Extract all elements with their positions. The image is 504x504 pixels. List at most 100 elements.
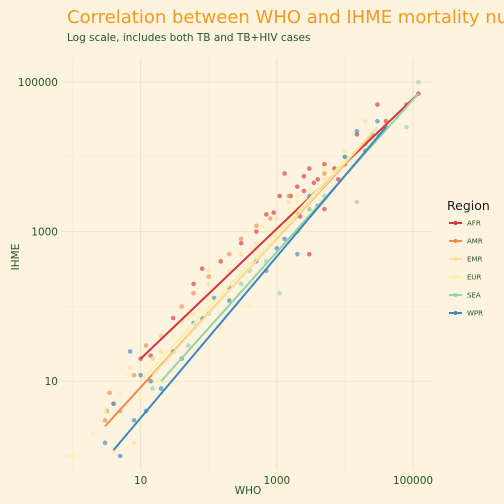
legend-key-point-sea <box>453 293 458 297</box>
legend-label-sea: SEA <box>467 292 481 300</box>
data-point-afr <box>191 281 196 287</box>
data-point-wpr <box>127 349 133 354</box>
data-point-amr <box>143 343 149 348</box>
legend-title: Region <box>447 198 490 213</box>
data-point-eur <box>307 188 312 194</box>
data-point-wpr <box>375 118 380 124</box>
data-point-emr <box>238 251 244 257</box>
legend-label-eur: EUR <box>467 274 482 282</box>
data-point-sea <box>185 343 191 348</box>
data-point-afr <box>301 173 307 179</box>
data-point-afr <box>322 161 327 167</box>
data-point-amr <box>206 274 212 279</box>
data-point-afr <box>282 171 287 176</box>
data-point-wpr <box>158 386 164 391</box>
data-point-eur <box>150 356 155 362</box>
data-point-amr <box>238 236 244 242</box>
data-point-afr <box>307 166 312 171</box>
data-point-wpr <box>295 251 300 257</box>
y-tick-label: 10 <box>45 376 58 388</box>
data-point-sea <box>150 386 155 391</box>
data-point-wpr <box>131 418 137 423</box>
data-point-eur <box>70 453 75 459</box>
data-point-wpr <box>282 236 287 242</box>
data-point-wpr <box>226 298 232 303</box>
data-point-eur <box>263 229 269 234</box>
data-point-eur <box>206 298 212 303</box>
data-point-afr <box>375 102 380 107</box>
data-point-eur <box>295 199 300 205</box>
data-point-eur <box>117 365 123 371</box>
data-point-wpr <box>138 373 143 378</box>
data-point-emr <box>206 281 212 287</box>
data-point-amr <box>286 193 292 199</box>
legend: Region AFR AMR EMR EUR SEA WPR <box>447 198 490 318</box>
data-point-emr <box>286 199 292 205</box>
data-point-emr <box>127 365 133 371</box>
data-point-amr <box>191 290 196 296</box>
data-point-wpr <box>102 440 108 446</box>
y-tick-label: 100000 <box>18 77 58 89</box>
data-point-amr <box>267 216 273 221</box>
fit-line-emr <box>151 126 379 376</box>
x-tick-label: 1000 <box>263 475 290 487</box>
data-point-eur <box>90 431 96 436</box>
data-point-emr <box>295 193 300 199</box>
legend-key-point-emr <box>453 257 458 261</box>
data-point-amr <box>254 223 259 229</box>
y-axis-title: IHME <box>10 244 22 271</box>
legend-key-point-wpr <box>453 311 458 315</box>
data-points <box>70 79 421 459</box>
data-point-amr <box>179 304 184 309</box>
data-point-wpr <box>148 378 153 384</box>
data-point-eur <box>117 390 123 396</box>
data-point-eur <box>218 326 224 332</box>
data-point-afr <box>170 315 176 321</box>
data-point-afr <box>218 259 224 264</box>
chart-subtitle: Log scale, includes both TB and TB+HIV c… <box>67 32 310 44</box>
x-tick-label: 10 <box>134 475 147 487</box>
data-point-amr <box>322 171 327 176</box>
data-point-afr <box>311 180 317 186</box>
fit-line-eur <box>139 159 346 382</box>
data-point-eur <box>195 307 201 313</box>
fit-line-sea <box>160 93 420 382</box>
tick-labels: 10 1000 100000 10 1000 100000 <box>18 77 433 487</box>
data-point-eur <box>102 408 108 414</box>
x-tick-label: 100000 <box>393 475 433 487</box>
data-point-amr <box>102 418 108 423</box>
data-point-emr <box>206 268 212 274</box>
data-point-afr <box>307 251 312 257</box>
data-point-afr <box>315 177 321 182</box>
data-point-afr <box>271 210 277 215</box>
data-point-afr <box>301 188 307 194</box>
data-point-amr <box>226 251 232 257</box>
data-point-amr <box>131 373 137 378</box>
data-point-afr <box>254 229 259 234</box>
data-point-sea <box>404 124 409 130</box>
legend-label-amr: AMR <box>467 238 483 246</box>
data-point-emr <box>274 216 280 221</box>
legend-key-point-eur <box>453 275 458 279</box>
data-point-eur <box>322 166 327 171</box>
data-point-afr <box>199 266 205 271</box>
legend-label-wpr: WPR <box>467 310 483 318</box>
data-point-sea <box>354 199 360 205</box>
chart-title: Correlation between WHO and IHME mortali… <box>67 7 504 28</box>
data-point-eur <box>170 333 176 339</box>
data-point-afr <box>277 193 282 199</box>
fit-line-afr <box>139 92 420 360</box>
data-point-wpr <box>117 453 123 459</box>
data-point-emr <box>158 349 164 354</box>
data-point-eur <box>185 315 191 321</box>
data-point-afr <box>322 206 327 212</box>
data-point-emr <box>131 440 137 446</box>
data-point-emr <box>254 240 259 246</box>
data-point-afr <box>295 184 300 189</box>
legend-label-emr: EMR <box>467 256 482 264</box>
data-point-sea <box>238 281 244 287</box>
data-point-emr <box>191 311 196 316</box>
fit-line-wpr <box>112 126 387 451</box>
data-point-eur <box>138 395 143 401</box>
